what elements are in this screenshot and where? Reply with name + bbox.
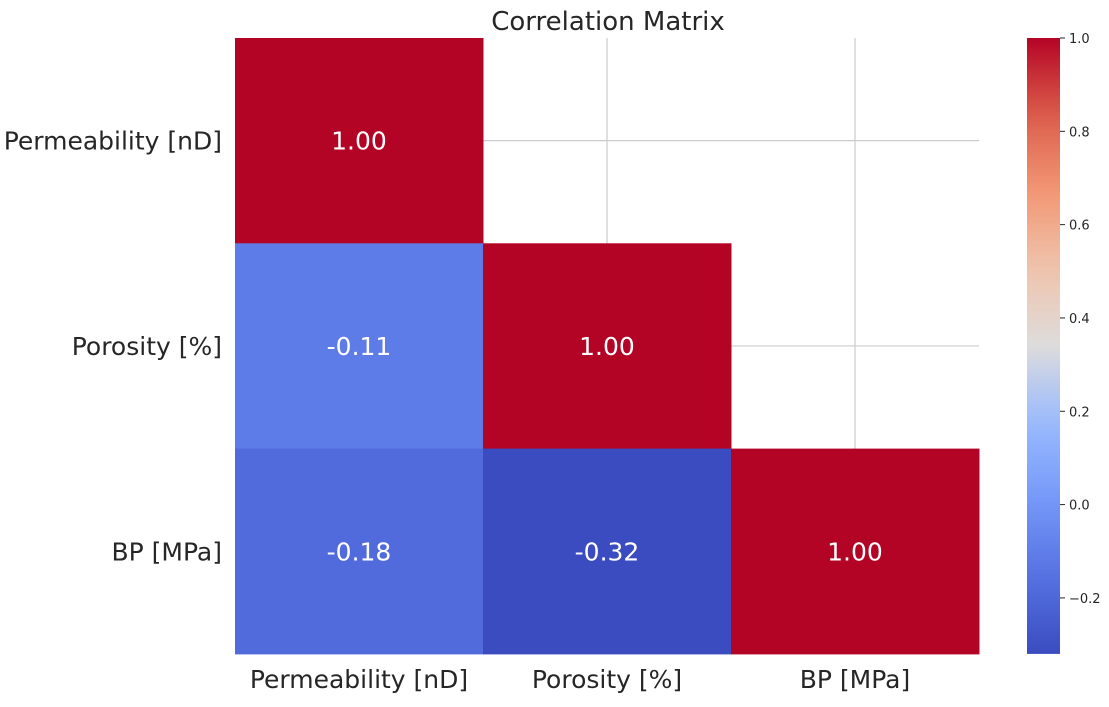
heatmap-cell <box>731 448 980 655</box>
y-tick-label: BP [MPa] <box>111 537 222 566</box>
x-tick-label: Porosity [%] <box>532 665 682 694</box>
heatmap-cell <box>483 448 732 655</box>
colorbar-tick-label: 0.2 <box>1069 405 1090 420</box>
cell-value-label: -0.32 <box>575 537 640 566</box>
x-tick-label: BP [MPa] <box>800 665 911 694</box>
heatmap-cell <box>235 243 484 450</box>
colorbar-tick-label: 0.8 <box>1069 125 1090 140</box>
y-tick-labels: Permeability [nD] Porosity [%] BP [MPa] <box>4 127 222 567</box>
colorbar: 1.0 0.8 0.6 0.4 0.2 0.0 −0.2 <box>1027 32 1101 654</box>
colorbar-tick-label: −0.2 <box>1069 592 1101 607</box>
cell-value-label: -0.11 <box>327 332 392 361</box>
colorbar-tick-label: 0.6 <box>1069 219 1090 234</box>
colorbar-gradient <box>1027 38 1060 654</box>
y-tick-label: Porosity [%] <box>72 332 222 361</box>
cell-value-label: 1.00 <box>331 127 387 156</box>
cell-value-label: 1.00 <box>827 537 883 566</box>
cell-value-label: -0.18 <box>327 537 392 566</box>
chart-title: Correlation Matrix <box>491 7 725 37</box>
colorbar-tick-label: 0.0 <box>1069 499 1090 514</box>
x-tick-labels: Permeability [nD] Porosity [%] BP [MPa] <box>250 665 910 694</box>
heatmap-cells: 1.00 -0.11 1.00 -0.18 -0.32 1.00 <box>235 38 980 655</box>
colorbar-tick-label: 0.4 <box>1069 312 1090 327</box>
cell-value-label: 1.00 <box>579 332 635 361</box>
heatmap-cell <box>235 448 484 655</box>
heatmap-cell <box>483 243 732 450</box>
colorbar-tick-label: 1.0 <box>1069 32 1090 47</box>
heatmap-cell <box>235 38 484 244</box>
y-tick-label: Permeability [nD] <box>4 127 222 156</box>
x-tick-label: Permeability [nD] <box>250 665 468 694</box>
